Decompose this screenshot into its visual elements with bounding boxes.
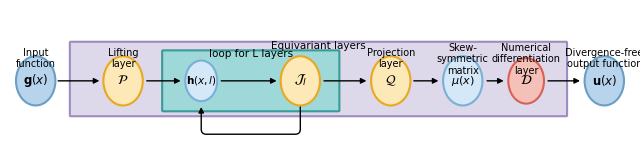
Text: $\mathbf{g}(x)$: $\mathbf{g}(x)$ (23, 72, 49, 89)
Text: $\mathcal{J}_l$: $\mathcal{J}_l$ (294, 73, 307, 88)
Text: Input
function: Input function (16, 48, 56, 69)
Text: $\mathbf{h}(x,l)$: $\mathbf{h}(x,l)$ (186, 74, 217, 87)
FancyBboxPatch shape (162, 50, 339, 111)
Ellipse shape (280, 56, 320, 105)
Text: Projection
layer: Projection layer (367, 48, 415, 69)
Ellipse shape (16, 56, 56, 105)
Text: $\mathcal{D}$: $\mathcal{D}$ (520, 74, 532, 87)
Text: $\mathcal{Q}$: $\mathcal{Q}$ (385, 74, 396, 88)
Ellipse shape (371, 56, 410, 105)
Text: $\mathcal{P}$: $\mathcal{P}$ (117, 74, 129, 87)
Text: Divergence-free
output function: Divergence-free output function (565, 48, 640, 69)
Text: Lifting
layer: Lifting layer (108, 48, 138, 69)
Text: Skew-
symmetric
matrix: Skew- symmetric matrix (437, 43, 489, 76)
Text: $\mu(x)$: $\mu(x)$ (451, 74, 474, 88)
Ellipse shape (508, 58, 544, 104)
Ellipse shape (584, 56, 624, 105)
Text: Equivariant layers: Equivariant layers (271, 41, 365, 51)
Text: $\mathbf{u}(x)$: $\mathbf{u}(x)$ (591, 73, 617, 88)
Ellipse shape (443, 56, 483, 105)
FancyBboxPatch shape (70, 42, 567, 116)
Ellipse shape (185, 61, 217, 101)
Text: Numerical
differentiation
layer: Numerical differentiation layer (492, 43, 561, 76)
Ellipse shape (104, 56, 143, 105)
Text: loop for L layers: loop for L layers (209, 49, 293, 59)
